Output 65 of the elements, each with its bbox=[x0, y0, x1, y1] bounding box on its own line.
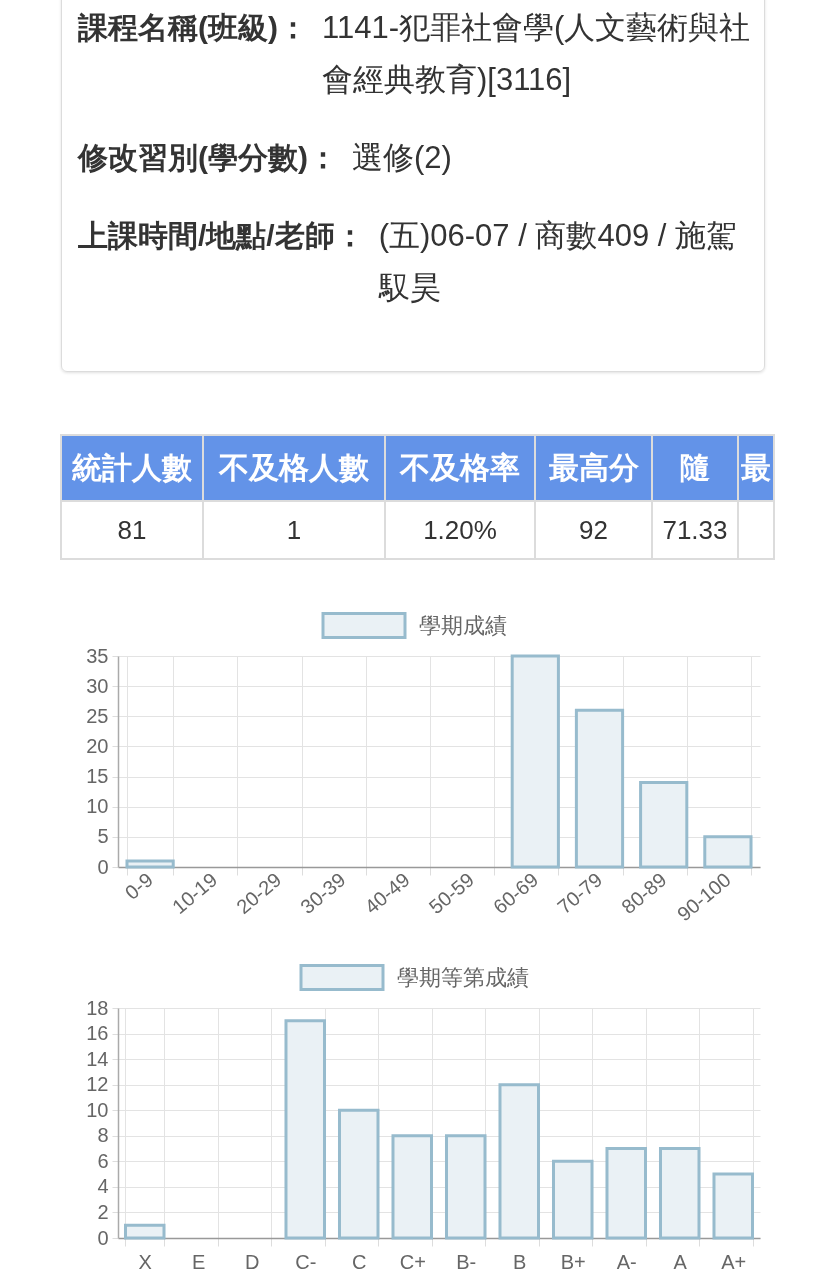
y-tick-label: 30 bbox=[86, 674, 109, 697]
bar bbox=[639, 781, 689, 869]
x-tick-label: B bbox=[513, 1250, 527, 1273]
x-tick-label: B+ bbox=[560, 1250, 586, 1273]
y-tick-label: 10 bbox=[86, 795, 109, 818]
bar bbox=[444, 1134, 487, 1240]
bar bbox=[703, 835, 753, 869]
x-tick-label: D bbox=[245, 1250, 260, 1273]
y-tick-label: 10 bbox=[86, 1098, 109, 1121]
y-tick-label: 25 bbox=[86, 704, 109, 727]
y-tick-label: 12 bbox=[86, 1073, 109, 1096]
x-tick-label: E bbox=[192, 1250, 206, 1273]
x-tick-label: C- bbox=[295, 1250, 317, 1273]
legend-label: 學期成績 bbox=[418, 612, 507, 638]
bar bbox=[658, 1147, 701, 1240]
text: 修改習別(學分數)： bbox=[78, 140, 338, 176]
category-label: 統計人數 bbox=[61, 435, 203, 501]
text: 課程名稱(班級)： bbox=[78, 10, 308, 46]
x-tick-label: 0-9 bbox=[120, 868, 158, 904]
bar bbox=[284, 1019, 327, 1240]
y-tick-label: 5 bbox=[97, 825, 109, 848]
text: 1141-犯罪社會學(人文藝術與社會經典教育)[3116] bbox=[321, 9, 752, 99]
y-tick-label: 35 bbox=[86, 644, 109, 667]
bar bbox=[123, 1223, 166, 1240]
bar bbox=[712, 1172, 755, 1240]
text: 92 bbox=[579, 514, 608, 545]
y-tick-label: 18 bbox=[86, 996, 109, 1019]
y-tick-label: 4 bbox=[97, 1175, 109, 1198]
text: 1.20% bbox=[423, 514, 497, 545]
legend-label: 學期等第成績 bbox=[396, 964, 529, 990]
bar bbox=[125, 859, 175, 869]
x-tick-label: A+ bbox=[721, 1250, 747, 1273]
category-label: 不及格人數 bbox=[203, 435, 385, 501]
bar bbox=[391, 1134, 434, 1240]
bar bbox=[551, 1159, 594, 1240]
category-label: 隨 bbox=[652, 435, 738, 501]
text: 選修(2) bbox=[351, 139, 453, 177]
y-tick-label: 16 bbox=[86, 1022, 109, 1045]
bar bbox=[337, 1108, 380, 1240]
text: 71.33 bbox=[662, 514, 728, 545]
category-label: 不及格率 bbox=[385, 435, 535, 501]
x-tick-label: A- bbox=[616, 1250, 637, 1273]
y-tick-label: 8 bbox=[97, 1124, 109, 1147]
category-label: 最高分 bbox=[535, 435, 652, 501]
x-tick-label: X bbox=[138, 1250, 152, 1273]
y-tick-label: 14 bbox=[86, 1047, 109, 1070]
y-tick-label: 0 bbox=[97, 855, 109, 878]
x-tick-label: C+ bbox=[399, 1250, 426, 1273]
y-tick-label: 2 bbox=[97, 1200, 109, 1223]
y-tick-label: 0 bbox=[97, 1226, 109, 1249]
text: 1 bbox=[286, 514, 302, 545]
x-tick-label: C bbox=[352, 1250, 367, 1273]
y-tick-label: 6 bbox=[97, 1149, 109, 1172]
y-tick-label: 20 bbox=[86, 734, 109, 757]
text: 81 bbox=[117, 514, 147, 545]
text: 上課時間/地點/老師： bbox=[78, 218, 365, 254]
bar bbox=[574, 708, 625, 869]
text: (五)06-07 / 商數409 / 施駕馭昊 bbox=[378, 217, 738, 307]
bar bbox=[498, 1083, 541, 1240]
category-label: 最 bbox=[738, 435, 774, 501]
bar bbox=[605, 1147, 648, 1240]
x-tick-label: A bbox=[673, 1250, 688, 1273]
y-tick-label: 15 bbox=[86, 765, 109, 788]
bar bbox=[510, 654, 560, 869]
x-tick-label: B- bbox=[456, 1250, 477, 1273]
